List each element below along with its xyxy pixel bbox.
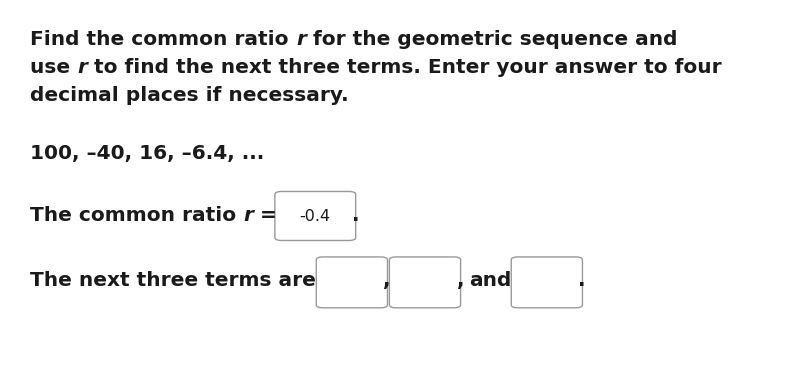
Text: and: and [469, 271, 511, 290]
FancyBboxPatch shape [511, 257, 582, 308]
Text: r: r [296, 30, 306, 49]
Text: .: . [578, 271, 586, 290]
Text: ,: , [457, 271, 464, 290]
Text: r: r [243, 206, 254, 225]
FancyBboxPatch shape [390, 257, 461, 308]
Text: r: r [78, 58, 87, 77]
Text: decimal places if necessary.: decimal places if necessary. [30, 86, 349, 105]
Text: .: . [353, 206, 360, 225]
Text: =: = [254, 206, 278, 225]
FancyBboxPatch shape [316, 257, 387, 308]
FancyBboxPatch shape [275, 191, 356, 240]
Text: The common ratio: The common ratio [30, 206, 243, 225]
Text: to find the next three terms. Enter your answer to four: to find the next three terms. Enter your… [87, 58, 722, 77]
Text: use: use [30, 58, 78, 77]
Text: Find the common ratio: Find the common ratio [30, 30, 296, 49]
Text: for the geometric sequence and: for the geometric sequence and [306, 30, 678, 49]
Text: The next three terms are: The next three terms are [30, 271, 316, 290]
Text: ,: , [383, 271, 391, 290]
Text: 100, –40, 16, –6.4, ...: 100, –40, 16, –6.4, ... [30, 144, 265, 163]
Text: -0.4: -0.4 [300, 209, 331, 224]
